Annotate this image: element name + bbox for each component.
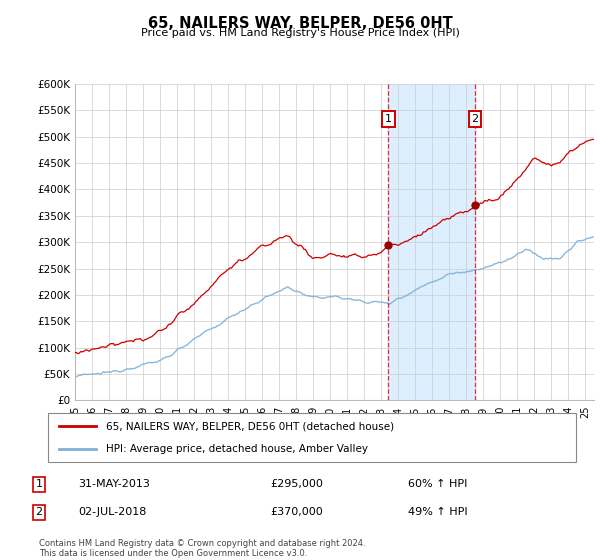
Text: 2: 2 [35,507,43,517]
Text: HPI: Average price, detached house, Amber Valley: HPI: Average price, detached house, Ambe… [106,444,368,454]
Text: £295,000: £295,000 [270,479,323,489]
Text: 65, NAILERS WAY, BELPER, DE56 0HT: 65, NAILERS WAY, BELPER, DE56 0HT [148,16,452,31]
Text: 65, NAILERS WAY, BELPER, DE56 0HT (detached house): 65, NAILERS WAY, BELPER, DE56 0HT (detac… [106,421,394,431]
Text: £370,000: £370,000 [270,507,323,517]
Bar [388,84,475,400]
FancyBboxPatch shape [48,413,576,462]
Text: 60% ↑ HPI: 60% ↑ HPI [408,479,467,489]
Text: 31-MAY-2013: 31-MAY-2013 [78,479,150,489]
Text: Price paid vs. HM Land Registry's House Price Index (HPI): Price paid vs. HM Land Registry's House … [140,28,460,38]
Text: 1: 1 [35,479,43,489]
Text: 49% ↑ HPI: 49% ↑ HPI [408,507,467,517]
Text: 02-JUL-2018: 02-JUL-2018 [78,507,146,517]
Text: 1: 1 [385,114,392,124]
Text: Contains HM Land Registry data © Crown copyright and database right 2024.
This d: Contains HM Land Registry data © Crown c… [39,539,365,558]
Text: 2: 2 [472,114,478,124]
